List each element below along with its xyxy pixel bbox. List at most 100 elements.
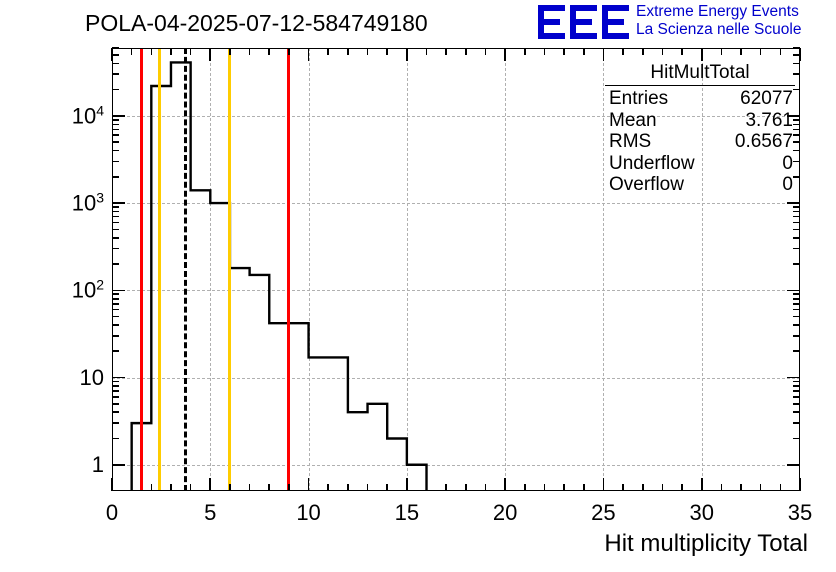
- eee-logo: Extreme Energy Events La Scienza nelle S…: [538, 2, 834, 42]
- x-tick-minor: [425, 484, 428, 491]
- stats-key: Entries: [609, 88, 669, 109]
- x-tick-top: [425, 48, 428, 55]
- eee-tagline-1: Extreme Energy Events: [636, 3, 799, 20]
- x-tick-top: [209, 48, 212, 61]
- x-tick-minor: [386, 484, 388, 491]
- stats-value: 0.6567: [734, 131, 793, 152]
- x-tick-top: [130, 48, 133, 55]
- x-tick-label: 0: [105, 500, 119, 525]
- y-tick-right: [793, 315, 800, 318]
- y-tick-minor: [112, 88, 119, 91]
- y-tick-minor: [112, 206, 119, 208]
- x-tick-top: [307, 48, 310, 61]
- x-tick-minor: [189, 484, 192, 491]
- x-tick-minor: [229, 484, 231, 491]
- stats-key: Overflow: [609, 174, 684, 195]
- y-tick-minor: [112, 123, 119, 126]
- marker-high-orange-threshold: [228, 48, 232, 491]
- y-tick-minor: [112, 228, 119, 231]
- y-tick-right: [793, 308, 800, 311]
- grid-line-vertical: [308, 48, 310, 491]
- y-tick-minor: [112, 210, 119, 213]
- y-tick-right: [793, 149, 800, 152]
- y-tick-right: [793, 385, 800, 387]
- stats-row: RMS 0.6567: [601, 131, 799, 153]
- x-tick-minor: [150, 484, 153, 491]
- y-tick-right: [793, 411, 800, 414]
- grid-line-vertical: [603, 48, 605, 491]
- x-tick-top: [759, 48, 762, 55]
- x-tick-top: [720, 48, 723, 55]
- x-tick-top: [740, 48, 742, 55]
- y-tick-label: 102: [71, 276, 104, 303]
- y-tick-right: [793, 54, 800, 56]
- marker-high-red-threshold: [287, 48, 291, 491]
- y-tick-right: [793, 293, 800, 296]
- x-tick-minor: [759, 484, 762, 491]
- x-tick-top: [582, 48, 585, 55]
- y-tick-minor: [112, 128, 119, 131]
- y-tick-right: [793, 215, 800, 218]
- y-tick-minor: [112, 293, 119, 296]
- y-tick-right: [787, 289, 800, 292]
- y-tick-major: [112, 289, 125, 292]
- x-tick-top: [681, 48, 683, 55]
- y-tick-major: [112, 376, 125, 379]
- x-tick-minor: [622, 484, 624, 491]
- y-tick-right: [793, 160, 800, 163]
- y-tick-right: [793, 324, 800, 326]
- y-tick-right: [793, 88, 800, 91]
- stats-value: 3.761: [745, 109, 793, 131]
- x-tick-minor: [347, 484, 349, 491]
- y-tick-right: [793, 396, 800, 398]
- x-tick-label: 20: [492, 500, 518, 525]
- stats-title: HitMultTotal: [605, 62, 795, 86]
- marker-low-orange-threshold: [157, 48, 161, 491]
- x-tick-top: [229, 48, 231, 55]
- y-tick-right: [793, 335, 800, 337]
- y-tick-minor: [112, 215, 119, 218]
- y-tick-minor: [112, 297, 119, 300]
- x-tick-top: [543, 48, 546, 55]
- grid-line-vertical: [210, 48, 212, 491]
- y-tick-minor: [112, 390, 119, 392]
- y-tick-right: [793, 350, 800, 353]
- y-tick-minor: [112, 221, 119, 224]
- stats-key: Mean: [609, 109, 657, 131]
- x-tick-top: [386, 48, 388, 55]
- y-tick-right: [793, 128, 800, 131]
- y-tick-minor: [112, 396, 119, 398]
- x-tick-major: [602, 478, 605, 491]
- page-title: POLA-04-2025-07-12-584749180: [85, 10, 428, 36]
- x-tick-major: [111, 478, 113, 491]
- y-tick-right: [793, 263, 800, 265]
- stats-value: 62077: [740, 88, 793, 109]
- grid-line-vertical: [505, 48, 507, 491]
- x-tick-minor: [465, 484, 467, 491]
- y-tick-minor: [112, 308, 119, 311]
- x-tick-top: [327, 48, 330, 55]
- y-tick-minor: [112, 324, 119, 326]
- x-tick-top: [170, 48, 172, 55]
- stats-key: RMS: [609, 131, 652, 152]
- histogram-curve: [130, 61, 428, 491]
- y-tick-right: [787, 376, 800, 379]
- y-tick-right: [793, 73, 800, 76]
- y-tick-minor: [112, 411, 119, 414]
- y-tick-right: [793, 176, 800, 178]
- y-tick-right: [793, 303, 800, 305]
- y-tick-minor: [112, 141, 119, 143]
- y-tick-right: [793, 206, 800, 208]
- y-tick-major: [112, 115, 125, 117]
- stats-row: Overflow 0: [601, 174, 799, 196]
- x-tick-label: 10: [296, 500, 321, 525]
- stats-box: HitMultTotal Entries 62077 Mean 3.761 RMS 0.6…: [601, 62, 799, 199]
- y-tick-minor: [112, 422, 119, 424]
- x-tick-top: [700, 48, 703, 61]
- x-tick-top: [150, 48, 153, 55]
- x-tick-major: [307, 478, 310, 491]
- x-tick-top: [563, 48, 565, 55]
- y-tick-minor: [112, 149, 119, 152]
- x-tick-minor: [720, 484, 723, 491]
- y-tick-major: [112, 202, 125, 204]
